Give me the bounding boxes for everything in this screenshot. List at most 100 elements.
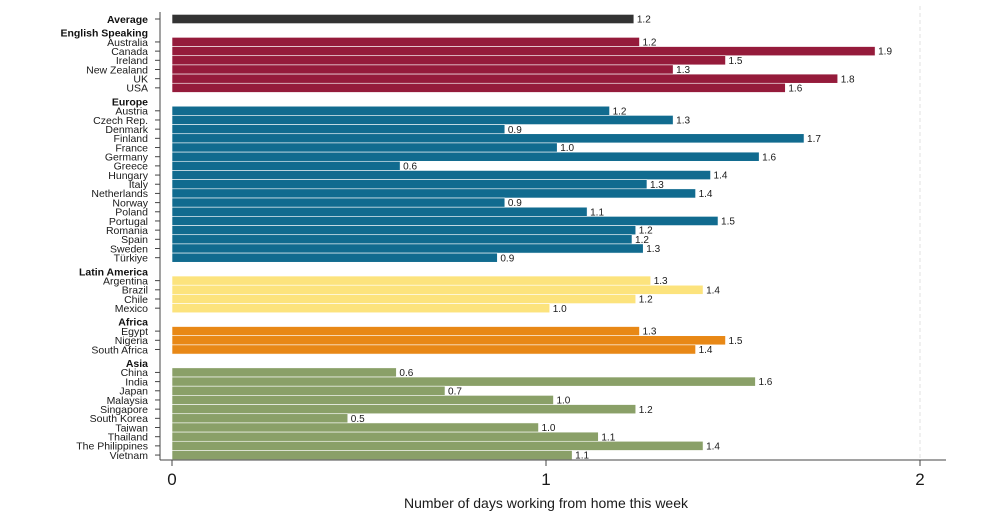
- value-label: 1.1: [601, 432, 615, 443]
- value-label: 1.5: [729, 336, 743, 347]
- value-label: 1.3: [643, 327, 657, 338]
- value-label: 1.0: [553, 304, 567, 315]
- category-label: Spain: [121, 234, 148, 246]
- value-label: 1.1: [575, 451, 589, 462]
- value-label: 0.6: [403, 161, 417, 172]
- category-label: Singapore: [100, 404, 148, 416]
- value-label-bg: [540, 422, 559, 433]
- value-label-bg: [499, 253, 518, 263]
- value-label-bg: [398, 367, 417, 378]
- bar: [171, 440, 704, 451]
- category-label: Portugal: [109, 216, 148, 228]
- category-label: Mexico: [115, 303, 148, 315]
- value-label: 1.7: [807, 134, 821, 145]
- value-label: 1.4: [706, 285, 720, 296]
- value-label: 1.2: [639, 405, 653, 416]
- value-label: 1.2: [635, 235, 649, 246]
- bar: [171, 275, 652, 286]
- value-label: 1.3: [654, 276, 668, 287]
- category-label: Brazil: [122, 285, 148, 297]
- value-label-bg: [697, 344, 716, 355]
- value-label-bg: [506, 124, 525, 134]
- value-label-bg: [589, 207, 608, 217]
- category-label: Argentina: [103, 275, 148, 287]
- category-label: Denmark: [105, 124, 148, 136]
- value-label: 1.4: [699, 345, 713, 356]
- bar: [171, 170, 711, 180]
- x-tick-label: 2: [915, 470, 924, 489]
- value-label-bg: [652, 276, 671, 286]
- category-label: Netherlands: [91, 188, 148, 200]
- value-label-bg: [675, 64, 694, 75]
- category-label: Japan: [119, 386, 148, 398]
- bar: [171, 124, 506, 135]
- bar: [171, 252, 498, 263]
- value-label-bg: [641, 326, 660, 336]
- value-label-bg: [877, 46, 896, 56]
- bar: [171, 206, 588, 217]
- value-label-bg: [637, 294, 656, 304]
- group-label: Latin America: [79, 266, 148, 278]
- category-label: Chile: [124, 294, 148, 306]
- category-label: Taiwan: [115, 422, 148, 434]
- value-label: 1.2: [643, 38, 657, 49]
- bar: [171, 46, 876, 57]
- bar: [171, 431, 599, 442]
- group-label: Asia: [126, 358, 148, 370]
- value-label-bg: [600, 432, 619, 442]
- value-label: 0.9: [508, 125, 522, 136]
- value-label: 1.0: [542, 423, 556, 434]
- value-label: 1.0: [560, 143, 574, 154]
- category-label: Greece: [114, 161, 149, 173]
- bar: [171, 216, 719, 226]
- value-label-bg: [574, 450, 593, 460]
- x-axis-title: Number of days working from home this we…: [404, 495, 689, 511]
- value-label-bg: [637, 225, 656, 235]
- y-axis: Average English SpeakingAustraliaCanadaIr…: [60, 12, 161, 462]
- bar: [171, 344, 696, 355]
- value-label-bg: [705, 441, 724, 451]
- value-label-bg: [559, 142, 578, 153]
- category-label: USA: [126, 83, 148, 95]
- category-label: Finland: [114, 133, 149, 145]
- plot-area: 1.21.21.91.51.31.81.61.21.30.91.71.01.60…: [171, 6, 921, 462]
- value-label-bg: [635, 14, 654, 24]
- value-label-bg: [447, 386, 466, 396]
- value-label: 1.2: [613, 106, 627, 117]
- value-label: 1.6: [758, 377, 772, 388]
- value-label: 1.3: [646, 244, 660, 255]
- value-label: 1.1: [590, 207, 604, 218]
- bar: [171, 404, 637, 415]
- value-label: 1.6: [762, 152, 776, 163]
- category-label: Hungary: [108, 170, 148, 182]
- value-label-bg: [757, 377, 776, 387]
- bar: [171, 115, 674, 125]
- category-label: Italy: [129, 179, 149, 191]
- category-label: Germany: [105, 152, 149, 164]
- value-label-bg: [727, 335, 746, 345]
- value-label: 1.2: [639, 226, 653, 237]
- bar: [171, 73, 839, 84]
- bar: [171, 82, 786, 93]
- bar: [171, 422, 539, 433]
- value-label-bg: [637, 404, 656, 414]
- value-label: 1.5: [721, 217, 735, 228]
- value-label-bg: [645, 243, 664, 254]
- category-label: New Zealand: [86, 64, 148, 76]
- bar: [171, 55, 726, 66]
- category-label: Australia: [107, 37, 148, 49]
- bar: [171, 197, 506, 208]
- bar: [171, 367, 397, 378]
- x-tick-label: 0: [167, 470, 176, 489]
- value-label: 1.3: [650, 180, 664, 191]
- category-label: Norway: [112, 197, 148, 209]
- category-label: Vietnam: [110, 450, 149, 462]
- bar: [171, 105, 610, 116]
- bar: [171, 133, 805, 144]
- category-label: Average: [107, 14, 148, 26]
- bar: [171, 160, 401, 171]
- value-label: 1.6: [788, 83, 802, 94]
- group-label: Africa: [118, 317, 148, 329]
- category-label: Türkiye: [114, 252, 149, 264]
- value-label: 1.2: [637, 15, 651, 26]
